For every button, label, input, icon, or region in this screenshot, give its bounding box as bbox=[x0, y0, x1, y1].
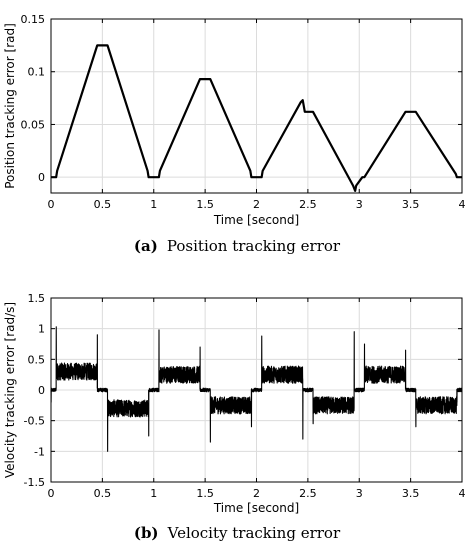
x-tick-label: 1.5 bbox=[196, 198, 214, 211]
x-tick-label: 0 bbox=[48, 487, 55, 500]
x-tick-label: 2.5 bbox=[299, 198, 317, 211]
x-tick-label: 3 bbox=[356, 487, 363, 500]
position-error-xlabel: Time [second] bbox=[213, 213, 299, 227]
x-tick-label: 0.5 bbox=[94, 487, 112, 500]
y-tick-label: -1.5 bbox=[24, 476, 45, 489]
position-error-line-group bbox=[51, 44, 462, 192]
y-tick-label: 0.5 bbox=[28, 353, 46, 366]
x-tick-label: 1.5 bbox=[196, 487, 214, 500]
x-tick-label: 2 bbox=[253, 198, 260, 211]
velocity-error-ticks: 0 0.5 1 1.5 2 2.5 3 3.5 4 -1.5 -1 -0.5 0 0.5 1 1.5 bbox=[24, 292, 466, 500]
velocity-error-xlabel: Time [second] bbox=[213, 501, 299, 515]
y-tick-label: 0.1 bbox=[28, 66, 46, 79]
velocity-error-line bbox=[50, 326, 463, 452]
velocity-error-caption-label: (b) bbox=[134, 524, 159, 542]
velocity-error-ylabel: Velocity tracking error [rad/s] bbox=[3, 302, 17, 478]
x-tick-label: 2.5 bbox=[299, 487, 317, 500]
y-tick-label: 0.15 bbox=[21, 13, 46, 26]
velocity-error-caption-text: Velocity tracking error bbox=[167, 524, 341, 542]
position-error-ylabel: Position tracking error [rad] bbox=[3, 23, 17, 189]
x-tick-label: 4 bbox=[459, 487, 466, 500]
velocity-error-line-group bbox=[50, 326, 463, 452]
position-error-caption-label: (a) bbox=[134, 237, 158, 255]
position-error-line bbox=[51, 44, 462, 192]
x-tick-label: 0 bbox=[48, 198, 55, 211]
y-tick-label: 1.5 bbox=[28, 292, 46, 305]
y-tick-label: -1 bbox=[34, 445, 45, 458]
velocity-error-panel: 0 0.5 1 1.5 2 2.5 3 3.5 4 -1.5 -1 -0.5 0 0.5 1 1.5 Time… bbox=[3, 292, 466, 542]
position-error-caption-text: Position tracking error bbox=[167, 237, 341, 255]
x-tick-label: 3.5 bbox=[402, 487, 420, 500]
x-tick-label: 1 bbox=[150, 198, 157, 211]
y-tick-label: 0 bbox=[38, 171, 45, 184]
y-tick-label: -0.5 bbox=[24, 415, 45, 428]
position-error-panel: 0 0.5 1 1.5 2 2.5 3 3.5 4 0 0.05 0.1 0.15 Time [seco… bbox=[3, 13, 466, 255]
x-tick-label: 1 bbox=[150, 487, 157, 500]
y-tick-label: 0.05 bbox=[21, 118, 46, 131]
x-tick-label: 4 bbox=[459, 198, 466, 211]
position-error-grid bbox=[50, 18, 463, 193]
position-error-caption: (a) Position tracking error bbox=[134, 236, 341, 255]
x-tick-label: 3 bbox=[356, 198, 363, 211]
position-error-ticks: 0 0.5 1 1.5 2 2.5 3 3.5 4 0 0.05 0.1 0.15 bbox=[21, 13, 466, 211]
x-tick-label: 3.5 bbox=[402, 198, 420, 211]
velocity-error-caption: (b) Velocity tracking error bbox=[134, 523, 341, 542]
x-tick-label: 2 bbox=[253, 487, 260, 500]
y-tick-label: 1 bbox=[38, 323, 45, 336]
y-tick-label: 0 bbox=[38, 384, 45, 397]
x-tick-label: 0.5 bbox=[94, 198, 112, 211]
